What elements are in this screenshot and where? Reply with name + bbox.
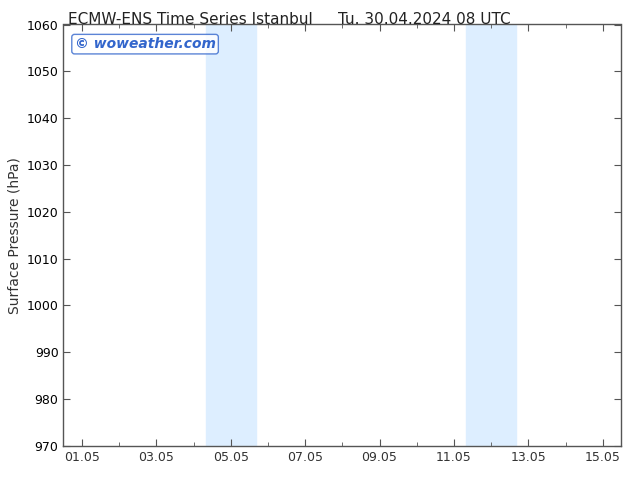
Text: © woweather.com: © woweather.com (75, 37, 216, 51)
Text: ECMW-ENS Time Series Istanbul: ECMW-ENS Time Series Istanbul (68, 12, 313, 27)
Text: Tu. 30.04.2024 08 UTC: Tu. 30.04.2024 08 UTC (339, 12, 511, 27)
Y-axis label: Surface Pressure (hPa): Surface Pressure (hPa) (7, 157, 21, 314)
Bar (206, 24, 256, 446)
Bar (467, 24, 516, 446)
